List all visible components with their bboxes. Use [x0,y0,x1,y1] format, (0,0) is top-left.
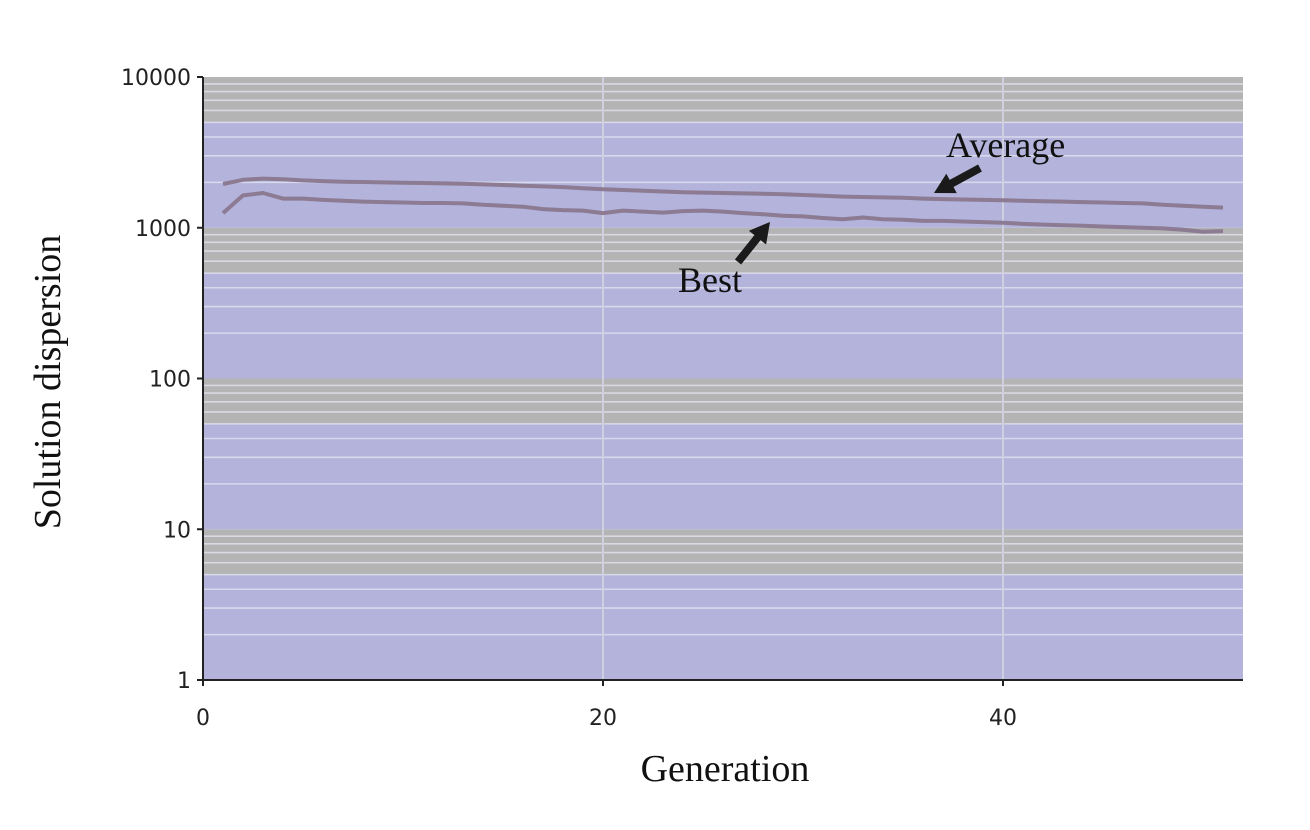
y-tick-label: 10 [163,518,191,543]
annotation-best: Best [678,260,742,300]
band-lavender [203,574,1243,680]
x-tick-label: 20 [589,706,617,731]
y-tick-label: 10000 [121,66,191,91]
series-line-best [221,191,1224,234]
x-tick-label: 40 [989,706,1017,731]
annotation-average: Average [946,125,1065,165]
x-tick-label: 0 [196,706,210,731]
band-lavender [203,423,1243,530]
tick-labels: 1 10 100 1000 10000 0 20 40 [121,66,1017,731]
arrow-best [734,222,770,265]
axes [197,76,1243,686]
y-tick-label: 1000 [135,217,191,242]
series-line-average [222,176,1224,210]
x-axis-title: Generation [641,748,810,790]
annotation-arrows [734,164,982,265]
y-tick-label: 100 [149,368,191,393]
y-axis-title: Solution dispersion [27,235,69,530]
minor-gridlines [203,83,1243,636]
band-lavender [203,273,1243,379]
major-vertical-gridlines [602,77,1004,680]
series-layer [221,176,1224,234]
arrow-average [934,164,982,194]
y-tick-label: 1 [177,669,191,694]
